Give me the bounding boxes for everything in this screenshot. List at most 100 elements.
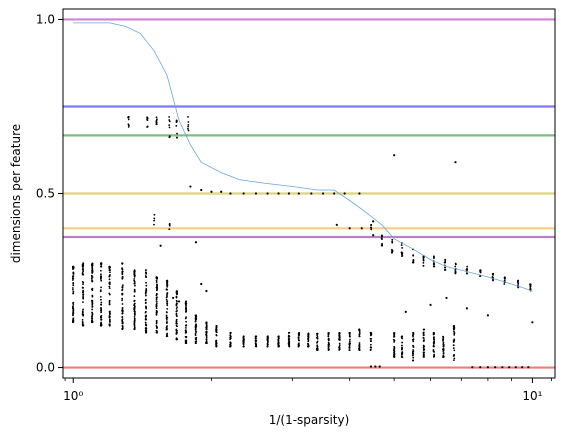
scatter-point [210, 190, 213, 193]
scatter-point [229, 336, 232, 339]
scatter-point [433, 341, 436, 344]
scatter-point [422, 336, 425, 339]
scatter-point [121, 299, 123, 302]
scatter-point [442, 343, 445, 346]
scatter-point [369, 337, 372, 340]
scatter-point [171, 296, 175, 300]
scatter-point [145, 324, 147, 326]
scatter-point [185, 320, 188, 323]
scatter-point [501, 366, 504, 369]
scatter-point [335, 223, 338, 226]
scatter-point [100, 321, 103, 324]
scatter-point [348, 349, 351, 351]
scatter-point [175, 290, 178, 293]
scatter-point [479, 275, 481, 278]
scatter-point [229, 343, 232, 346]
scatter-point [108, 285, 111, 288]
scatter-point [433, 354, 436, 357]
scatter-point [100, 298, 102, 301]
scatter-point [391, 251, 393, 254]
scatter-point [108, 266, 111, 269]
scatter-point [90, 274, 93, 277]
scatter-point [327, 338, 330, 341]
scatter-point [99, 295, 102, 298]
scatter-point [338, 348, 341, 351]
scatter-point [297, 338, 300, 340]
scatter-point [185, 340, 187, 343]
scatter-point [401, 352, 403, 355]
scatter-point [445, 296, 448, 300]
scatter-point [91, 301, 94, 304]
scatter-point [404, 310, 407, 313]
scatter-point [108, 287, 111, 290]
scatter-point [165, 298, 168, 301]
scatter-point [91, 308, 93, 311]
scatter-point [307, 335, 310, 338]
scatter-point [168, 120, 171, 123]
scatter-point [215, 326, 218, 329]
scatter-point [175, 307, 178, 310]
scatter-point [432, 349, 435, 351]
scatter-point [358, 348, 361, 351]
scatter-point [121, 293, 124, 296]
scatter-point [401, 347, 403, 350]
scatter-point [145, 276, 147, 279]
scatter-point [144, 321, 147, 324]
scatter-point [195, 338, 198, 341]
y-tick-label: 0.0 [36, 361, 55, 375]
scatter-point [109, 269, 111, 272]
scatter-point [307, 340, 310, 343]
scatter-point [81, 271, 84, 274]
scatter-point [175, 119, 178, 122]
scatter-point [492, 272, 495, 275]
scatter-point [401, 341, 404, 344]
scatter-point [156, 286, 158, 289]
scatter-point [175, 329, 178, 332]
scatter-point [277, 339, 280, 341]
scatter-point [108, 283, 111, 286]
scatter-point [176, 136, 178, 139]
scatter-point [133, 272, 136, 274]
scatter-point [370, 346, 373, 349]
scatter-point [215, 325, 218, 327]
scatter-point [411, 351, 414, 354]
scatter-point [108, 324, 111, 327]
scatter-point [358, 342, 361, 344]
scatter-point [100, 323, 103, 326]
scatter-point [422, 351, 425, 354]
scatter-point [91, 262, 94, 265]
scatter-point [316, 340, 319, 343]
scatter-point [381, 242, 384, 245]
scatter-point [195, 314, 197, 317]
scatter-point [393, 351, 396, 354]
scatter-point [432, 263, 435, 266]
scatter-point [187, 116, 189, 118]
x-tick-label: 10⁰ [63, 389, 83, 403]
scatter-point [187, 121, 190, 123]
scatter-point [492, 274, 494, 276]
scatter-point [412, 356, 415, 359]
scatter-point [266, 341, 269, 344]
scatter-point [168, 228, 171, 231]
scatter-point [108, 303, 111, 306]
scatter-point [109, 313, 111, 316]
scatter-point [288, 335, 291, 338]
scatter-point [82, 289, 85, 292]
scatter-point [121, 309, 124, 312]
scatter-point [175, 321, 178, 324]
scatter-point [189, 185, 192, 188]
scatter-point [108, 301, 111, 304]
scatter-point [229, 331, 232, 334]
scatter-point [412, 344, 414, 347]
scatter-point [156, 331, 159, 334]
scatter-point [444, 261, 447, 264]
scatter-point [242, 343, 245, 346]
scatter-point [144, 299, 147, 302]
scatter-point [433, 345, 435, 348]
scatter-point [412, 338, 415, 341]
scatter-point [165, 322, 168, 325]
scatter-point [82, 296, 85, 299]
scatter-point [529, 287, 532, 289]
scatter-point [517, 286, 520, 289]
scatter-point [72, 314, 74, 317]
